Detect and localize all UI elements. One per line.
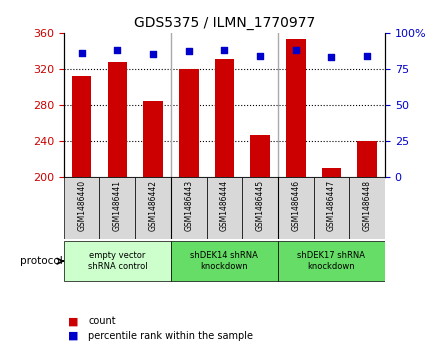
Point (292, 47, 299, 53)
Bar (64, 177, 99, 239)
Text: protocol: protocol (20, 256, 63, 266)
Bar (64, 241, 171, 281)
Bar (72, 76, 92, 177)
Bar (250, 135, 270, 177)
Point (78, 50, 85, 56)
Point (114, 47, 121, 53)
Text: GSM1486445: GSM1486445 (256, 180, 264, 231)
Bar (99, 177, 135, 239)
Point (221, 47, 228, 53)
Text: GSM1486442: GSM1486442 (149, 180, 158, 231)
Bar (314, 177, 349, 239)
Text: GSM1486443: GSM1486443 (184, 180, 193, 231)
Point (328, 54, 335, 60)
Bar (135, 177, 171, 239)
Text: ■: ■ (68, 331, 79, 341)
Bar (179, 69, 198, 177)
Bar (206, 177, 242, 239)
Title: GDS5375 / ILMN_1770977: GDS5375 / ILMN_1770977 (134, 16, 315, 30)
Text: ■: ■ (68, 316, 79, 326)
Bar (278, 177, 314, 239)
Text: shDEK17 shRNA
knockdown: shDEK17 shRNA knockdown (297, 252, 366, 271)
Point (363, 53, 370, 59)
Point (257, 53, 264, 59)
Bar (143, 101, 163, 177)
Bar (242, 177, 278, 239)
Text: GSM1486444: GSM1486444 (220, 180, 229, 231)
Bar (349, 177, 385, 239)
Text: GSM1486446: GSM1486446 (291, 180, 300, 231)
Point (185, 49, 192, 54)
Bar (107, 62, 127, 177)
Text: percentile rank within the sample: percentile rank within the sample (88, 331, 253, 341)
Bar (357, 141, 377, 177)
Bar (286, 39, 306, 177)
Text: GSM1486447: GSM1486447 (327, 180, 336, 231)
Point (150, 52, 157, 57)
Bar (215, 59, 234, 177)
Text: GSM1486441: GSM1486441 (113, 180, 122, 231)
Bar (171, 241, 278, 281)
Text: GSM1486448: GSM1486448 (363, 180, 372, 231)
Text: count: count (88, 316, 116, 326)
Bar (322, 168, 341, 177)
Bar (171, 177, 206, 239)
Text: GSM1486440: GSM1486440 (77, 180, 86, 231)
Bar (278, 241, 385, 281)
Text: empty vector
shRNA control: empty vector shRNA control (88, 252, 147, 271)
Text: shDEK14 shRNA
knockdown: shDEK14 shRNA knockdown (191, 252, 258, 271)
